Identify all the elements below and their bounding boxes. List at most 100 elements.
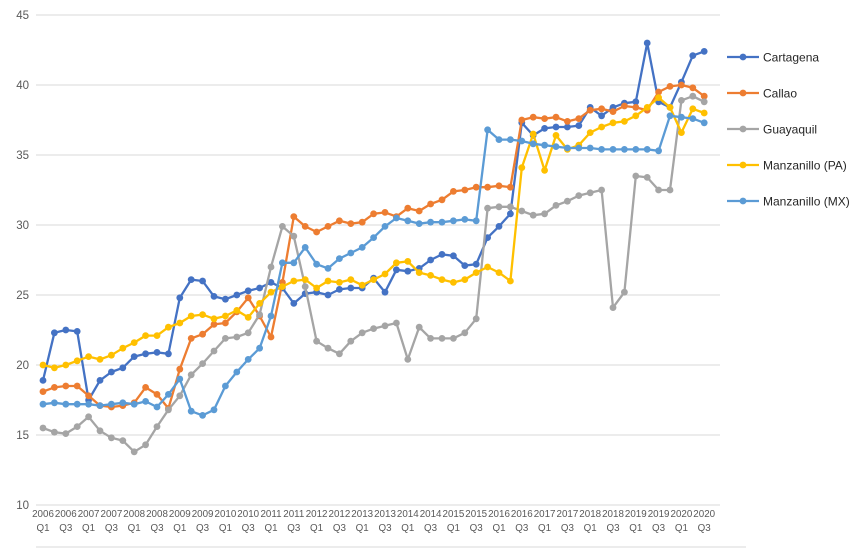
x-axis-tick-year: 2019 [625,509,647,520]
data-point-callao [85,392,92,400]
data-point-cartagena [541,124,548,132]
data-point-guayaquil [130,448,138,456]
legend-item-callao: Callao [727,87,797,101]
data-point-guayaquil [564,197,571,205]
data-point-callao [507,183,514,191]
data-point-callao [187,335,195,342]
data-point-callao [222,319,229,327]
x-axis-tick-year: 2012 [306,509,328,520]
data-point-cartagena [427,256,434,264]
x-axis-tick-quarter: Q1 [82,523,95,534]
data-point-manzanillo-pa [415,269,423,276]
data-point-guayaquil [518,207,526,215]
legend: Cartagena Callao Guayaquil Manzanillo (PA) M… [727,51,850,209]
data-point-guayaquil [222,335,229,342]
data-point-guayaquil [575,192,583,200]
data-point-guayaquil [427,335,434,342]
x-axis-tick-quarter: Q3 [333,523,347,534]
data-point-callao [370,210,377,218]
x-axis-tick-year: 2015 [465,509,487,520]
data-point-manzanillo-mx [472,217,480,225]
data-point-manzanillo-pa [290,277,298,285]
data-point-callao [39,388,47,395]
data-point-manzanillo-mx [666,112,674,120]
data-point-manzanillo-pa [73,357,81,365]
x-axis-tick-year: 2008 [123,509,145,520]
data-point-manzanillo-pa [279,283,286,290]
data-point-manzanillo-pa [153,332,161,339]
series-cartagena [39,39,708,404]
data-point-cartagena [244,287,252,295]
data-point-guayaquil [290,232,298,240]
data-point-cartagena [381,288,389,296]
data-point-cartagena [119,364,127,372]
series-line-manzanillo-mx [41,114,706,417]
data-point-cartagena [507,210,514,218]
y-axis-tick-label: 25 [16,290,29,302]
data-point-guayaquil [313,337,320,345]
data-point-guayaquil [450,335,457,342]
data-point-manzanillo-mx [427,218,434,226]
data-point-guayaquil [370,325,377,332]
y-axis-tick-label: 15 [16,430,29,442]
data-point-guayaquil [541,210,548,218]
x-axis-tick-year: 2018 [602,509,624,520]
x-axis-tick-year: 2015 [443,509,465,520]
legend-marker-dot-cartagena [739,53,747,61]
x-axis-tick-quarter: Q1 [492,523,505,534]
data-point-manzanillo-mx [689,115,697,122]
data-point-manzanillo-pa [39,361,47,369]
data-point-guayaquil [96,427,104,435]
data-point-manzanillo-mx [700,119,708,127]
data-point-callao [142,384,150,391]
data-point-manzanillo-mx [279,259,286,267]
legend-item-cartagena: Cartagena [727,51,819,65]
legend-item-manzanillo-pa: Manzanillo (PA) [727,159,847,173]
data-point-guayaquil [586,189,594,197]
series-line-callao [41,83,706,410]
data-point-manzanillo-pa [484,263,491,271]
x-axis-tick-year: 2017 [557,509,579,520]
data-point-manzanillo-mx [313,260,320,268]
data-point-guayaquil [609,304,617,311]
x-axis-tick-year: 2020 [671,509,693,520]
data-point-callao [700,92,708,100]
data-point-manzanillo-mx [301,244,309,251]
y-axis-tick-label: 10 [16,500,29,512]
data-point-manzanillo-pa [632,112,640,120]
series-guayaquil [39,92,708,456]
data-point-manzanillo-pa [256,300,263,307]
x-axis-tick-year: 2012 [329,509,351,520]
data-point-cartagena [575,122,583,129]
data-point-manzanillo-pa [85,353,92,360]
data-point-manzanillo-pa [586,129,594,137]
x-axis-tick-year: 2007 [78,509,100,520]
data-point-manzanillo-pa [404,258,412,265]
data-point-manzanillo-mx [370,234,377,242]
data-point-manzanillo-mx [541,141,548,149]
data-point-callao [51,384,58,391]
data-point-manzanillo-mx [655,147,662,155]
data-point-manzanillo-mx [176,375,184,383]
data-point-guayaquil [666,186,674,194]
series-manzanillo-mx [39,112,708,419]
x-axis-tick-quarter: Q3 [59,523,73,534]
data-point-manzanillo-mx [461,216,469,223]
data-point-manzanillo-pa [199,311,207,318]
data-point-manzanillo-pa [51,364,58,372]
data-point-manzanillo-pa [301,276,309,283]
data-point-manzanillo-pa [336,279,343,286]
data-point-cartagena [267,279,275,286]
data-point-callao [301,223,309,230]
data-point-manzanillo-mx [210,406,218,414]
data-point-guayaquil [632,172,640,180]
data-point-cartagena [108,368,115,376]
data-point-guayaquil [210,347,218,355]
data-point-manzanillo-mx [165,391,172,398]
data-point-manzanillo-pa [108,351,115,359]
data-point-manzanillo-mx [233,368,241,376]
data-point-manzanillo-pa [529,130,537,138]
data-point-callao [427,200,434,208]
data-point-callao [267,333,275,341]
